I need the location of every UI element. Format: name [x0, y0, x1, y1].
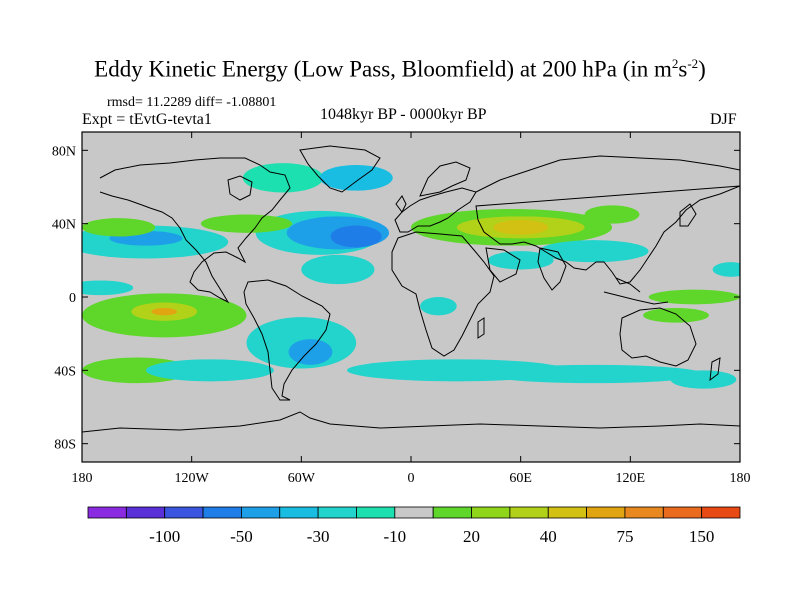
chart-title: Eddy Kinetic Energy (Low Pass, Bloomfiel… — [0, 56, 800, 83]
anomaly-region-8 — [82, 218, 156, 237]
x-tick-label: 180 — [72, 471, 93, 486]
period-label: 1048kyr BP - 0000kyr BP — [320, 106, 487, 123]
coast-north-america — [99, 157, 291, 304]
title-text: Eddy Kinetic Energy (Low Pass, Bloomfiel… — [94, 56, 672, 82]
anomaly-region-27 — [648, 289, 740, 305]
coast-indonesia — [603, 277, 669, 305]
anomaly-region-18 — [151, 308, 178, 316]
coast-asia — [475, 155, 740, 285]
colorbar-swatch — [317, 506, 357, 519]
y-tick-label: 80N — [52, 144, 76, 159]
colorbar-swatch — [432, 506, 472, 519]
anomaly-region-4 — [330, 225, 382, 248]
colorbar-swatch — [279, 506, 319, 519]
x-tick-label: 60E — [509, 471, 532, 486]
anomaly-region-30 — [145, 359, 274, 382]
anomaly-region-14 — [538, 240, 649, 263]
anomaly-region-1 — [319, 165, 393, 191]
anomaly-region-13 — [584, 205, 640, 224]
title-close: ) — [698, 56, 706, 82]
colorbar-label: -100 — [149, 527, 180, 546]
anomaly-region-12 — [493, 220, 549, 235]
coast-africa — [391, 231, 495, 357]
coast-europe — [394, 187, 477, 233]
season-label: DJF — [710, 111, 737, 128]
stats-label: rmsd= 11.2289 diff= -1.08801 — [107, 95, 277, 110]
x-tick-label: 120E — [616, 471, 646, 486]
colorbar-label: 20 — [463, 527, 480, 546]
coast-madagascar — [477, 317, 485, 339]
y-tick-label: 40N — [52, 218, 76, 233]
coast-new-zealand — [709, 357, 721, 382]
y-tick-label: 0 — [69, 291, 76, 306]
coast-antarctica — [82, 411, 740, 433]
anomaly-region-0 — [242, 163, 324, 193]
coast-australia — [619, 307, 697, 367]
colorbar-label: 40 — [540, 527, 557, 546]
colorbar-swatch — [202, 506, 242, 519]
colorbar-swatch — [241, 506, 281, 519]
coast-arabia — [485, 247, 521, 283]
anomaly-layer — [82, 163, 740, 389]
colorbar-swatch — [547, 506, 587, 519]
colorbar-label: -10 — [383, 527, 406, 546]
anomaly-region-5 — [301, 254, 375, 285]
colorbar-swatch — [394, 506, 434, 519]
anomaly-region-25 — [670, 370, 737, 389]
coast-british-isles — [395, 195, 407, 213]
anomaly-region-22 — [288, 339, 333, 365]
coast-india — [537, 247, 567, 291]
colorbar-swatch — [509, 506, 549, 519]
colorbar-swatch — [624, 506, 664, 519]
colorbar-swatch — [87, 506, 127, 519]
colorbar-label: 150 — [689, 527, 715, 546]
colorbar-swatch — [662, 506, 703, 519]
colorbar-swatch — [586, 506, 626, 519]
title-unit-mid: s — [678, 56, 688, 82]
coast-japan — [679, 203, 697, 227]
anomaly-region-19 — [82, 280, 134, 296]
colorbar-label: -30 — [307, 527, 330, 546]
x-tick-label: 60W — [288, 471, 316, 486]
experiment-label: Expt = tEvtG-tevta1 — [82, 111, 212, 128]
title-sup-2: -2 — [687, 56, 699, 71]
anomaly-region-9 — [200, 214, 293, 233]
anomaly-region-15 — [487, 251, 554, 270]
coast-scandinavia — [419, 161, 471, 197]
coastlines — [82, 145, 740, 433]
anomaly-region-24 — [484, 364, 704, 384]
coast-greenland — [299, 145, 381, 193]
y-tick-label: 80S — [54, 438, 76, 453]
colorbar-label: 75 — [616, 527, 633, 546]
colorbar: -100 -50 -30 -10 20 40 75 150 — [87, 506, 741, 546]
colorbar-swatch — [356, 506, 396, 519]
coast-hudson-bay — [227, 175, 253, 201]
anomaly-region-28 — [712, 262, 740, 277]
anomaly-region-26 — [643, 308, 709, 323]
coast-south-america — [243, 279, 331, 401]
colorbar-swatch — [471, 506, 511, 519]
y-tick-label: 40S — [54, 364, 76, 379]
x-tick-label: 120W — [175, 471, 210, 486]
anomaly-region-29 — [420, 297, 457, 316]
x-tick-label: 180 — [730, 471, 751, 486]
colorbar-swatch — [164, 506, 204, 519]
colorbar-label: -50 — [230, 527, 253, 546]
colorbar-swatch — [125, 506, 166, 519]
title-sup-1: 2 — [671, 56, 679, 71]
colorbar-swatch — [701, 506, 741, 519]
x-tick-label: 0 — [408, 471, 415, 486]
axes: 180 120W 60W 0 60E 120E 180 80N 40N 0 40S 80S — [52, 132, 751, 486]
